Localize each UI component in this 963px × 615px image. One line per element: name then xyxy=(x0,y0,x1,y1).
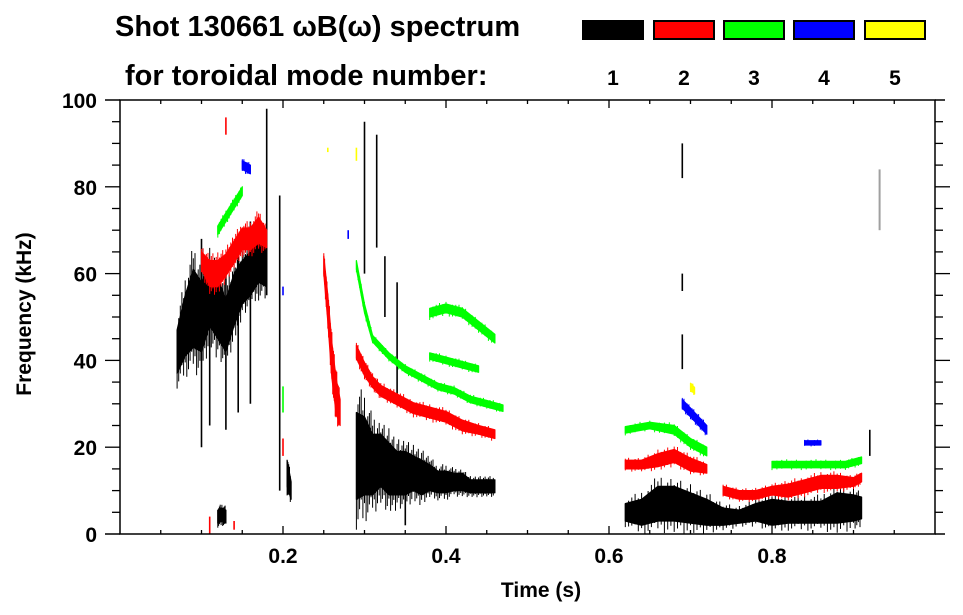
legend-swatch-mode-4 xyxy=(793,20,855,40)
y-tick-label: 20 xyxy=(74,437,97,460)
chart-title-line2: for toroidal mode number: xyxy=(125,60,488,92)
y-axis-label: Frequency (kHz) xyxy=(13,232,36,395)
y-tick-label: 60 xyxy=(74,264,97,287)
legend-label-mode-4: 4 xyxy=(818,67,830,90)
chart-title-line1: Shot 130661 ωB(ω) spectrum xyxy=(115,11,520,43)
axes: 0.2 0.4 0.6 0.8 0 20 40 60 80 100 xyxy=(62,90,950,568)
mode-band xyxy=(624,448,708,474)
x-tick-label: 0.2 xyxy=(268,545,297,568)
series-n-4 xyxy=(241,159,822,447)
mode-band xyxy=(429,352,480,373)
y-tick-label: 40 xyxy=(74,350,97,373)
x-tick-label: 0.8 xyxy=(757,545,787,568)
legend-swatch-mode-5 xyxy=(864,20,926,40)
y-tick-label: 100 xyxy=(62,90,97,113)
legend-label-mode-5: 5 xyxy=(889,67,901,90)
legend-swatch-mode-3 xyxy=(723,20,785,40)
x-axis-label: Time (s) xyxy=(501,579,581,602)
series-n-2 xyxy=(200,117,863,534)
series-n-5 xyxy=(326,147,696,395)
series-n-3 xyxy=(217,186,863,471)
plot-data xyxy=(176,108,881,535)
legend-label-mode-1: 1 xyxy=(607,67,619,90)
legend: 1 2 3 4 5 xyxy=(582,20,926,90)
mode-band xyxy=(355,260,504,412)
mode-band xyxy=(624,421,708,457)
mode-band xyxy=(803,440,822,446)
y-tick-label: 0 xyxy=(85,524,97,547)
x-tick-label: 0.6 xyxy=(594,545,623,568)
legend-swatch-mode-2 xyxy=(653,20,715,40)
x-tick-label: 0.4 xyxy=(431,545,461,568)
y-tick-label: 80 xyxy=(74,177,97,200)
legend-label-mode-3: 3 xyxy=(748,67,760,90)
mode-band xyxy=(771,456,863,469)
legend-label-mode-2: 2 xyxy=(678,67,690,90)
series-n-1 xyxy=(176,108,871,535)
legend-swatch-mode-1 xyxy=(582,20,644,40)
